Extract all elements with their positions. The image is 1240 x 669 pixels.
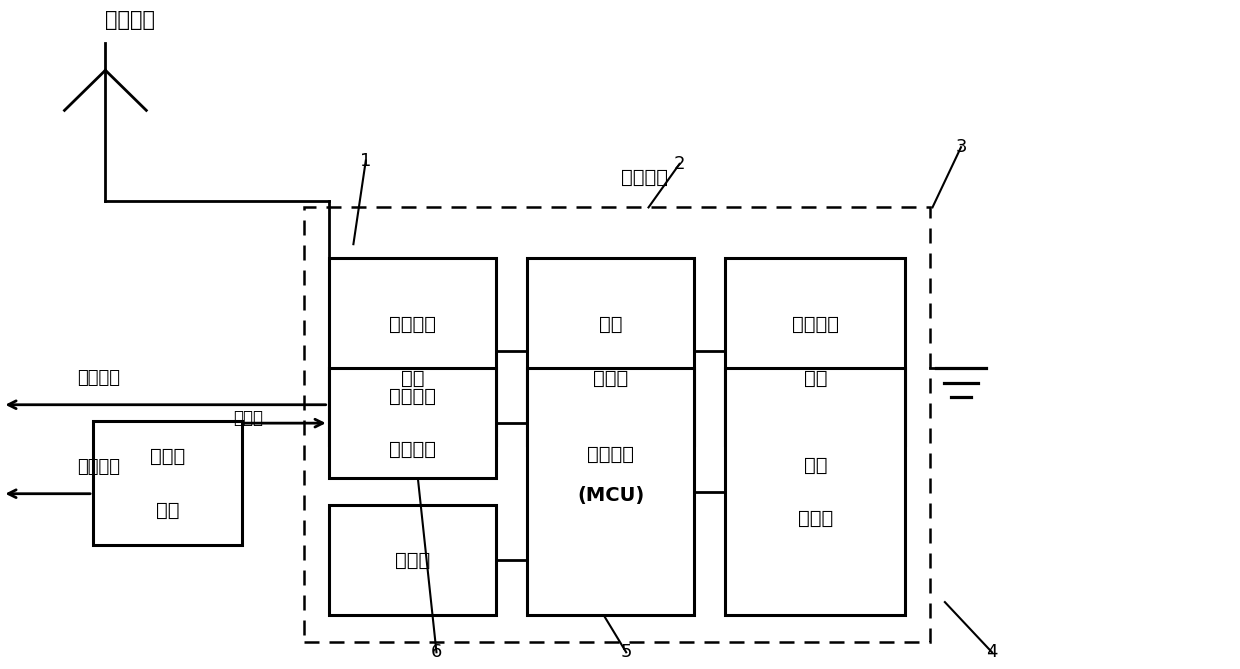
Text: 4: 4 xyxy=(986,644,998,661)
Bar xyxy=(329,258,496,445)
Text: 2: 2 xyxy=(673,155,686,173)
Text: 电路: 电路 xyxy=(804,369,827,387)
Text: 触发信号: 触发信号 xyxy=(389,387,435,406)
Bar xyxy=(93,421,242,545)
Text: 电路: 电路 xyxy=(401,369,424,387)
Bar xyxy=(725,258,905,445)
Text: 屏蔽机箱: 屏蔽机箱 xyxy=(621,168,668,187)
Text: 3: 3 xyxy=(955,138,967,156)
Text: 高速: 高速 xyxy=(804,456,827,474)
Text: 5: 5 xyxy=(620,644,632,661)
Text: 棒状天线: 棒状天线 xyxy=(105,10,155,30)
Text: 微控制器: 微控制器 xyxy=(588,446,634,464)
Text: (MCU): (MCU) xyxy=(577,486,645,504)
Bar xyxy=(304,207,930,642)
Text: 两级放大: 两级放大 xyxy=(389,315,435,334)
Text: 6: 6 xyxy=(430,644,443,661)
Bar xyxy=(725,368,905,615)
Text: 光信号: 光信号 xyxy=(233,409,263,427)
Text: 变压器: 变压器 xyxy=(593,369,629,387)
Text: 比较器: 比较器 xyxy=(797,509,833,528)
Text: 隔离: 隔离 xyxy=(599,315,622,334)
Text: 整流滤波: 整流滤波 xyxy=(792,315,838,334)
Text: 驱动电路: 驱动电路 xyxy=(389,440,435,460)
Bar xyxy=(527,368,694,615)
Bar xyxy=(329,505,496,615)
Text: 光接收: 光接收 xyxy=(150,447,185,466)
Text: 电平信号: 电平信号 xyxy=(77,369,120,387)
Text: 1: 1 xyxy=(360,152,372,169)
Text: 电平信号: 电平信号 xyxy=(77,458,120,476)
Text: 模块: 模块 xyxy=(156,500,179,520)
Text: 显示屏: 显示屏 xyxy=(394,551,430,570)
Bar xyxy=(527,258,694,445)
Bar xyxy=(329,368,496,478)
